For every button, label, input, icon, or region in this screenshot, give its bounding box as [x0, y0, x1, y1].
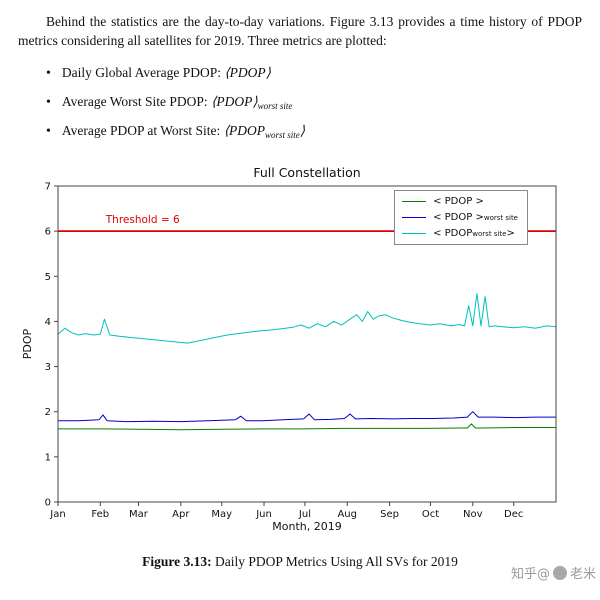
intro-paragraph: Behind the statistics are the day-to-day…: [18, 14, 582, 49]
watermark-logo-icon: [552, 565, 567, 580]
svg-text:Nov: Nov: [463, 509, 483, 520]
math-close: ⟩: [299, 123, 305, 139]
figure-caption-label: Figure 3.13:: [142, 554, 212, 570]
legend-label-post: >: [506, 228, 515, 240]
math-expression: ⟨PDOP: [223, 123, 265, 139]
svg-text:Apr: Apr: [172, 509, 190, 520]
svg-text:May: May: [211, 509, 232, 520]
svg-text:0: 0: [45, 498, 51, 509]
blue-line-swatch: [402, 217, 427, 219]
pdop-chart-figure: Threshold = 6 0 1 2 3 4 5 6 7 Jan Feb Mar Apr May Jun J…: [14, 164, 586, 536]
list-item-daily-global-average: Daily Global Average PDOP: ⟨PDOP⟩: [46, 65, 586, 82]
svg-text:Sep: Sep: [380, 509, 399, 520]
svg-text:Oct: Oct: [422, 509, 439, 520]
svg-text:2: 2: [45, 408, 51, 419]
figure-caption: Figure 3.13: Daily PDOP Metrics Using Al…: [14, 554, 586, 570]
math-expression: ⟨PDOP⟩: [211, 94, 258, 110]
svg-text:5: 5: [45, 272, 51, 283]
svg-text:4: 4: [45, 317, 51, 328]
svg-text:Feb: Feb: [91, 509, 109, 520]
svg-text:7: 7: [45, 182, 51, 193]
legend-label: < PDOP >: [433, 212, 484, 224]
svg-text:Mar: Mar: [129, 509, 149, 520]
chart-legend: < PDOP > < PDOP > worst site < PDOP worst…: [394, 190, 528, 246]
list-item-average-pdop-worst-site: Average PDOP at Worst Site: ⟨PDOPworst s…: [46, 123, 586, 140]
bullet-text: Average PDOP at Worst Site:: [61, 123, 224, 139]
math-subscript: worst site: [257, 101, 293, 112]
svg-text:Month, 2019: Month, 2019: [272, 520, 341, 533]
legend-label: < PDOP >: [433, 196, 484, 208]
math-expression: ⟨PDOP⟩: [224, 65, 271, 81]
legend-subscript: worst site: [483, 213, 518, 222]
svg-text:Threshold = 6: Threshold = 6: [105, 214, 180, 226]
metrics-list: Daily Global Average PDOP: ⟨PDOP⟩ Averag…: [14, 65, 586, 140]
legend-label: < PDOP: [433, 228, 473, 240]
watermark-text-name: 老米: [569, 567, 596, 582]
svg-text:Jul: Jul: [298, 509, 311, 520]
watermark: 知乎@ 老米: [511, 563, 596, 582]
svg-text:1: 1: [45, 453, 51, 464]
svg-text:Full Constellation: Full Constellation: [253, 165, 360, 180]
green-line-swatch: [402, 201, 427, 203]
bullet-text: Daily Global Average PDOP:: [61, 65, 225, 81]
legend-entry-pdop-at-worstsite: < PDOP worst site >: [402, 228, 518, 239]
legend-entry-pdop: < PDOP >: [402, 196, 518, 207]
svg-text:6: 6: [45, 227, 51, 238]
svg-text:3: 3: [45, 362, 51, 373]
math-subscript: worst site: [264, 130, 300, 141]
svg-text:Jun: Jun: [255, 509, 272, 520]
bullet-text: Average Worst Site PDOP:: [61, 94, 212, 110]
watermark-text-prefix: 知乎@: [510, 567, 550, 582]
legend-entry-pdop-worstsite: < PDOP > worst site: [402, 212, 518, 223]
svg-text:Jan: Jan: [49, 509, 65, 520]
svg-text:PDOP: PDOP: [21, 329, 34, 360]
svg-text:Aug: Aug: [337, 509, 357, 520]
svg-text:Dec: Dec: [504, 509, 523, 520]
list-item-average-worst-site: Average Worst Site PDOP: ⟨PDOP⟩worst sit…: [46, 94, 586, 111]
figure-caption-text: Daily PDOP Metrics Using All SVs for 201…: [211, 554, 458, 570]
cyan-line-swatch: [402, 233, 427, 235]
legend-subscript: worst site: [472, 229, 507, 238]
